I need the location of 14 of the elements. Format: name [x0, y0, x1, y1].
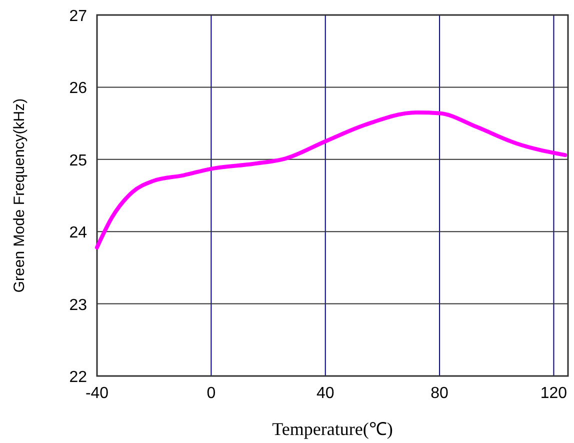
y-tick-label: 25	[69, 152, 88, 170]
y-tick-label: 27	[69, 8, 88, 25]
y-axis-title: Green Mode Frequency(kHz)	[11, 98, 28, 293]
y-tick-label: 26	[69, 80, 88, 98]
x-axis-title: Temperature(℃)	[272, 419, 393, 439]
x-tick-label: 40	[316, 385, 334, 402]
x-tick-label: -40	[85, 385, 109, 402]
y-tick-label: 22	[69, 369, 88, 386]
x-tick-label: 120	[540, 385, 568, 402]
x-tick-label: 0	[206, 385, 216, 402]
y-tick-label: 23	[69, 296, 88, 314]
line-series	[95, 110, 568, 250]
x-tick-label: 80	[430, 385, 449, 402]
y-tick-label: 24	[69, 224, 88, 242]
